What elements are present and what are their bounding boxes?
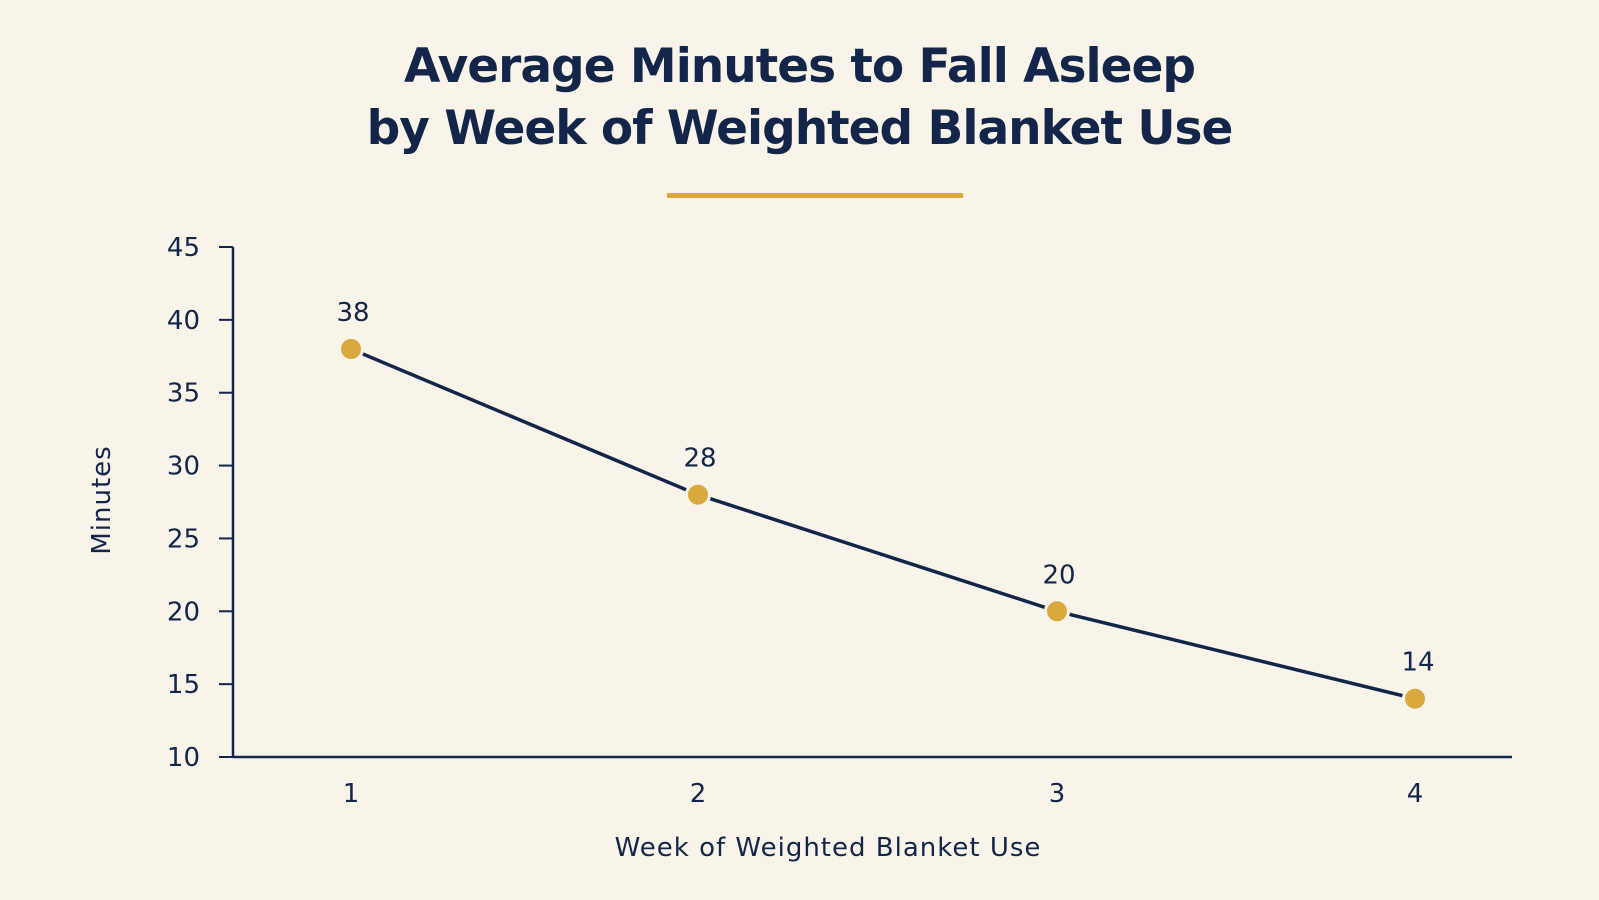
title-underline [667,193,963,198]
axes [231,247,1512,759]
x-axis-ticks: 1 2 3 4 [343,779,1424,809]
data-point [685,481,711,508]
data-point [338,336,364,362]
y-tick-label: 45 [167,233,200,263]
y-tick-label: 10 [167,743,200,773]
chart-title-line-1: Average Minutes to Fall Asleep [403,39,1196,94]
chart-title-line-2: by Week of Weighted Blanket Use [366,101,1234,156]
data-labels: 38 28 20 14 [336,298,1434,678]
x-axis-title: Week of Weighted Blanket Use [615,833,1042,863]
y-axis-title: Minutes [87,445,117,554]
y-tick-label: 15 [167,670,200,700]
chart-title: Average Minutes to Fall Asleep by Week o… [0,36,1599,160]
x-tick-label: 1 [343,779,360,809]
series-line [349,347,1417,701]
y-tick-label: 40 [167,306,200,336]
y-tick-label: 25 [167,524,200,554]
y-tick-label: 35 [167,379,200,409]
data-points [338,336,1428,712]
y-tick-label: 30 [167,452,200,482]
y-tick-label: 20 [167,597,200,627]
y-axis-ticks: 10 15 20 25 30 35 40 45 [167,233,233,773]
x-tick-label: 3 [1049,779,1066,809]
series-polyline [349,347,1417,701]
data-point [1402,685,1428,712]
data-label: 20 [1042,560,1075,590]
data-label: 38 [336,298,369,328]
data-point [1044,598,1070,625]
data-label: 28 [683,444,716,474]
data-label: 14 [1401,648,1434,678]
x-tick-label: 2 [690,779,707,809]
x-tick-label: 4 [1407,779,1424,809]
